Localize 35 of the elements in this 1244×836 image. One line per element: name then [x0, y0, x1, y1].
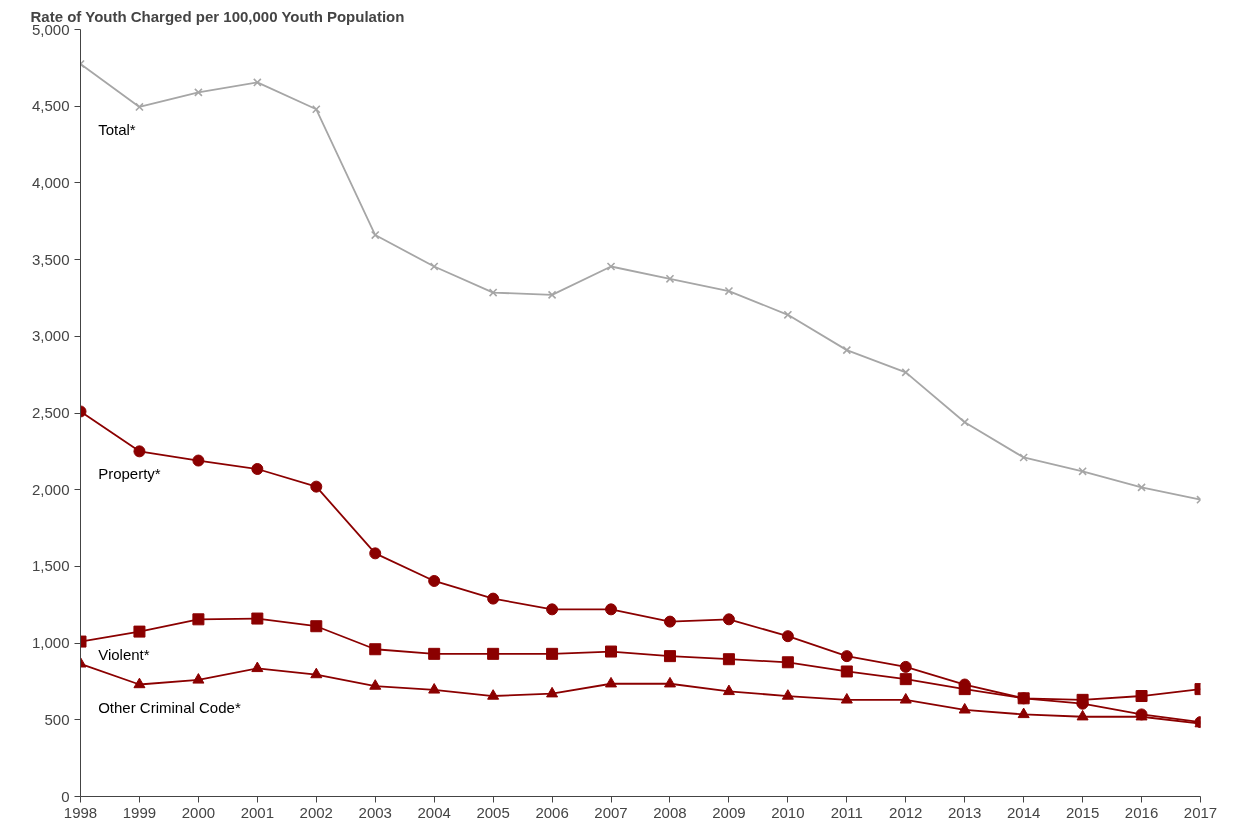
x-tick-label: 1998 — [63, 803, 98, 821]
x-tick-label: 2014 — [1006, 803, 1041, 821]
x-tick-label: 2004 — [417, 803, 451, 821]
x-tick-label: 2005 — [476, 803, 510, 821]
y-tick-label: 1,500 — [31, 557, 70, 575]
x-tick-label: 2011 — [830, 803, 863, 821]
x-tick-label: 2008 — [653, 803, 687, 821]
x-tick-label: 2002 — [299, 803, 333, 821]
y-tick-label: 500 — [44, 710, 70, 728]
x-tick-label: 2017 — [1183, 803, 1218, 821]
y-tick-label: 4,000 — [31, 173, 70, 191]
x-tick-label: 2012 — [889, 803, 923, 821]
y-axis-title: Rate of Youth Charged per 100,000 Youth Population — [30, 7, 405, 25]
x-tick-label: 1999 — [122, 803, 157, 821]
x-tick-label: 2006 — [535, 803, 569, 821]
x-tick-label: 2000 — [181, 803, 216, 821]
y-tick-label: 2,000 — [31, 480, 70, 498]
x-tick-label: 2013 — [948, 803, 982, 821]
y-tick-label: 1,000 — [31, 634, 70, 652]
series-label: Other Criminal Code* — [98, 698, 241, 716]
x-tick-label: 2016 — [1124, 803, 1159, 821]
series-label: Violent* — [98, 645, 150, 663]
series-label: Property* — [98, 465, 161, 483]
y-tick-label: 3,000 — [31, 327, 70, 345]
series-label: Total* — [98, 120, 136, 138]
x-tick-label: 2007 — [594, 803, 628, 821]
x-tick-label: 2001 — [240, 803, 275, 821]
x-tick-label: 2015 — [1065, 803, 1100, 821]
x-tick-label: 2010 — [771, 803, 805, 821]
x-tick-label: 2003 — [358, 803, 392, 821]
x-tick-label: 2009 — [712, 803, 746, 821]
y-tick-label: 4,500 — [31, 97, 70, 115]
y-tick-label: 2,500 — [31, 404, 70, 421]
y-tick-label: 3,500 — [31, 250, 70, 268]
y-tick-label: 0 — [61, 787, 70, 805]
